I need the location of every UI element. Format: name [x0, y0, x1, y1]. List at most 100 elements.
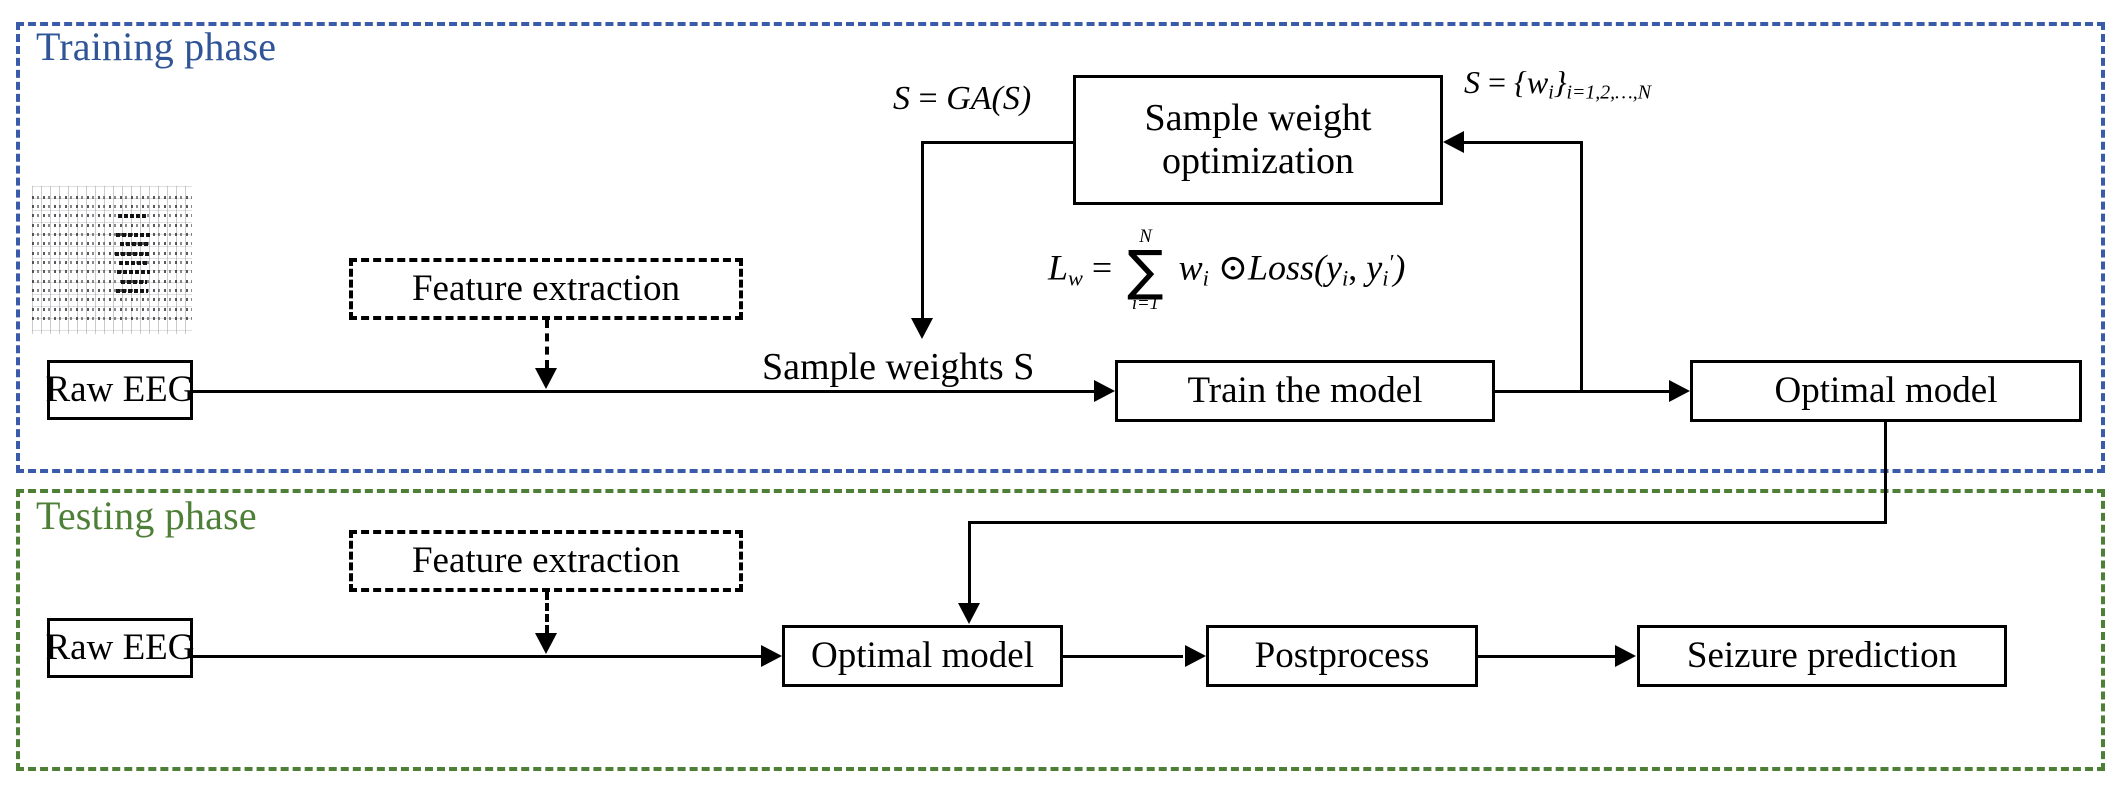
weightset-lhs: S	[1464, 64, 1480, 100]
connector-testing-feature-extraction-down	[545, 592, 549, 633]
weighted-loss-formula: Lw = N ∑ i=1 wi ⊙Loss(yi, yi′)	[1048, 226, 1406, 315]
eeg-trace	[32, 224, 192, 227]
ga-lhs: S	[893, 80, 910, 117]
ga-eq: =	[918, 80, 938, 117]
postprocess-label: Postprocess	[1254, 635, 1430, 677]
arrowhead-ga-to-sample-weights	[911, 318, 933, 339]
loss-comma: ,	[1348, 247, 1367, 288]
arrowhead-feedback-into-optimization	[1443, 131, 1464, 153]
eeg-trace	[32, 270, 192, 273]
connector-model-transfer-vertical-left	[968, 521, 971, 603]
arrowhead-testing-feature-extraction	[535, 633, 557, 654]
loss-y2-sub: i	[1382, 265, 1389, 291]
testing-feature-extraction-label: Feature extraction	[411, 539, 681, 581]
eeg-trace	[32, 205, 192, 208]
eeg-burst	[116, 233, 150, 237]
arrowhead-optimal-to-postprocess	[1185, 645, 1206, 667]
sigma-icon: ∑	[1127, 238, 1164, 302]
eeg-trace	[32, 214, 192, 217]
connector-postprocess-to-seizure	[1478, 655, 1615, 658]
arrowhead-train-to-optimal	[1669, 380, 1690, 402]
eeg-burst	[118, 214, 148, 218]
connector-model-transfer-horizontal	[968, 521, 1887, 524]
loss-y1-sub: i	[1342, 265, 1349, 291]
sum-upper-limit: N	[1139, 226, 1152, 247]
connector-train-to-optimal	[1495, 390, 1669, 393]
training-raw-eeg-label: Raw EEG	[45, 369, 195, 411]
connector-raw-eeg-to-train	[193, 390, 1094, 393]
connector-testing-raw-eeg-to-optimal	[193, 655, 761, 658]
train-the-model-node[interactable]: Train the model	[1115, 360, 1495, 422]
testing-feature-extraction-node[interactable]: Feature extraction	[349, 530, 743, 592]
arrowhead-training-feature-extraction	[535, 368, 557, 389]
loss-y2: y	[1366, 247, 1383, 288]
seizure-prediction-node[interactable]: Seizure prediction	[1637, 625, 2007, 687]
connector-training-feature-extraction-down	[545, 320, 549, 368]
testing-optimal-model-node[interactable]: Optimal model	[782, 625, 1063, 687]
eeg-burst	[116, 289, 148, 293]
raw-eeg-thumbnail	[32, 186, 192, 334]
eeg-trace	[32, 242, 192, 245]
eeg-grid	[32, 186, 192, 334]
testing-phase-label: Testing phase	[36, 493, 257, 538]
eeg-trace	[32, 317, 192, 320]
eeg-trace	[32, 280, 192, 283]
arrowhead-model-transfer	[958, 603, 980, 624]
loss-fn-open: Loss(	[1248, 247, 1327, 288]
eeg-trace	[32, 308, 192, 311]
weightset-close: }	[1553, 64, 1567, 100]
postprocess-node[interactable]: Postprocess	[1206, 625, 1478, 687]
eeg-burst	[120, 242, 148, 246]
eeg-burst	[119, 261, 149, 265]
sample-weight-optimization-node[interactable]: Sample weight optimization	[1073, 75, 1443, 205]
eeg-trace	[32, 298, 192, 301]
connector-feedback-horizontal	[1464, 141, 1583, 144]
sample-weight-optimization-label-line1: Sample weight	[1144, 97, 1372, 140]
arrowhead-raw-eeg-to-train	[1094, 380, 1115, 402]
loss-y2-prime: ′	[1388, 249, 1394, 275]
loss-lhs: L	[1048, 247, 1069, 288]
arrowhead-postprocess-to-seizure	[1615, 645, 1636, 667]
weightset-index: i=1,2,…,N	[1566, 81, 1651, 104]
testing-raw-eeg-label: Raw EEG	[45, 627, 195, 669]
loss-y1: y	[1326, 247, 1343, 288]
training-optimal-model-node[interactable]: Optimal model	[1690, 360, 2082, 422]
eeg-burst	[121, 280, 147, 284]
train-the-model-label: Train the model	[1187, 370, 1423, 412]
loss-eq: =	[1091, 247, 1113, 288]
weightset-sub-i: i	[1548, 81, 1554, 104]
weightset-open: {w	[1514, 64, 1549, 100]
sample-weights-text: Sample weights S	[762, 346, 1035, 388]
arrowhead-testing-raw-eeg-to-optimal	[761, 645, 782, 667]
testing-optimal-model-label: Optimal model	[811, 635, 1034, 677]
loss-fn-close: )	[1393, 247, 1406, 288]
loss-w: w	[1178, 247, 1203, 288]
training-optimal-model-label: Optimal model	[1774, 370, 1998, 412]
loss-w-sub: i	[1202, 265, 1209, 291]
ga-update-formula: S = GA(S)	[893, 82, 1031, 116]
training-phase-label: Training phase	[36, 24, 277, 69]
weightset-eq: =	[1488, 64, 1507, 100]
summation-symbol: N ∑ i=1	[1127, 226, 1164, 315]
connector-optimal-to-postprocess	[1063, 655, 1183, 658]
loss-lhs-sub: w	[1068, 265, 1083, 291]
training-feature-extraction-node[interactable]: Feature extraction	[349, 258, 743, 320]
sum-lower-limit: i=1	[1131, 293, 1160, 315]
testing-phase-container	[16, 489, 2105, 771]
testing-raw-eeg-node[interactable]: Raw EEG	[45, 618, 195, 678]
seizure-prediction-label: Seizure prediction	[1686, 635, 1958, 677]
training-feature-extraction-label: Feature extraction	[411, 267, 681, 309]
eeg-burst	[115, 252, 151, 256]
sample-weight-optimization-label-line2: optimization	[1161, 140, 1355, 182]
eeg-trace	[32, 289, 192, 292]
sample-weights-label: Sample weights S	[762, 348, 1034, 386]
connector-feedback-vertical	[1580, 141, 1583, 390]
hadamard-product-icon: ⊙	[1217, 247, 1249, 288]
connector-ga-vertical	[921, 141, 924, 320]
eeg-burst	[117, 270, 150, 274]
training-raw-eeg-node[interactable]: Raw EEG	[45, 360, 195, 420]
connector-ga-horizontal	[921, 141, 1074, 144]
connector-model-transfer-vertical-right	[1884, 422, 1887, 524]
weight-set-formula: S = {wi}i=1,2,…,N	[1464, 66, 1651, 103]
